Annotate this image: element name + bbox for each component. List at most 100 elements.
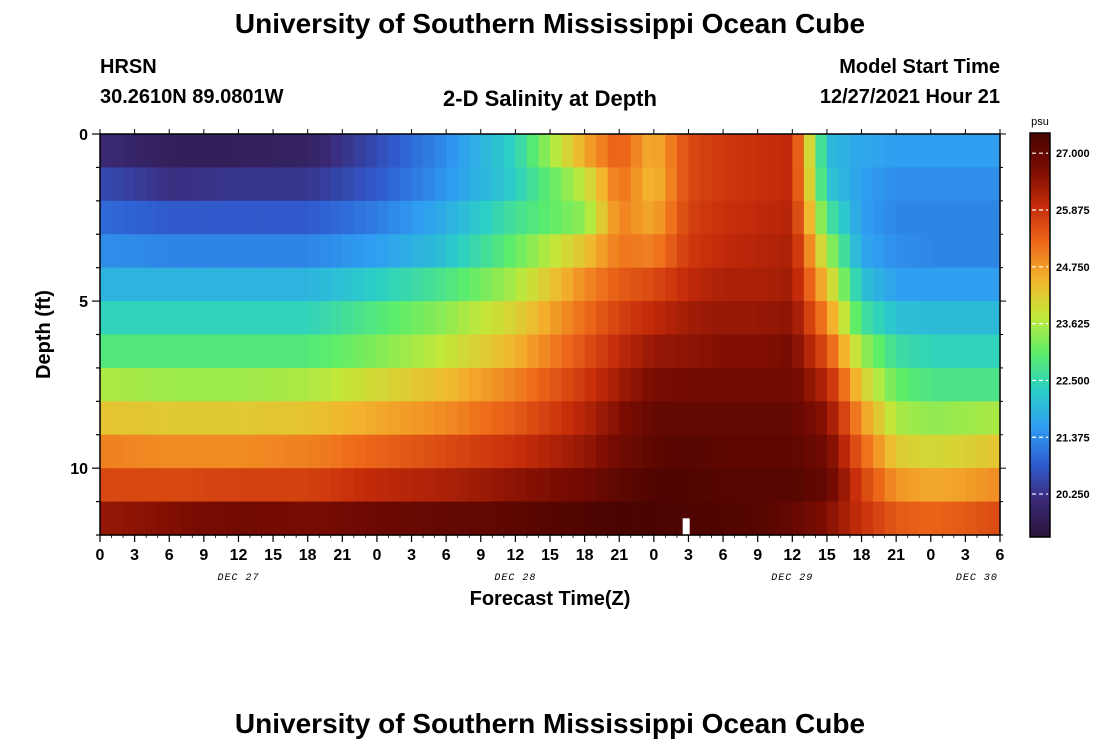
heatmap-cell bbox=[538, 501, 551, 536]
heatmap-cell bbox=[319, 401, 332, 436]
colorbar-tick-label: 25.875 bbox=[1056, 205, 1090, 217]
heatmap-cell bbox=[411, 234, 424, 269]
heatmap-cell bbox=[930, 267, 943, 302]
heatmap-cell bbox=[111, 367, 124, 402]
heatmap-cell bbox=[261, 501, 274, 536]
heatmap-cell bbox=[930, 167, 943, 202]
heatmap-cell bbox=[907, 234, 920, 269]
heatmap-cell bbox=[307, 468, 320, 503]
heatmap-cell bbox=[100, 367, 113, 402]
heatmap-cell bbox=[250, 367, 263, 402]
heatmap-cell bbox=[838, 234, 851, 269]
heatmap-cell bbox=[815, 200, 828, 235]
heatmap-cell bbox=[815, 167, 828, 202]
heatmap-cell bbox=[723, 267, 736, 302]
heatmap-cell bbox=[261, 167, 274, 202]
heatmap-cell bbox=[296, 468, 309, 503]
heatmap-cell bbox=[296, 501, 309, 536]
heatmap-cell bbox=[550, 267, 563, 302]
heatmap-cell bbox=[169, 468, 182, 503]
heatmap-cell bbox=[180, 234, 193, 269]
x-tick-label: 12 bbox=[506, 547, 524, 564]
heatmap-cell bbox=[146, 134, 159, 169]
heatmap-cell bbox=[307, 367, 320, 402]
heatmap-cell bbox=[561, 434, 574, 469]
heatmap-cell bbox=[365, 234, 378, 269]
heatmap-cell bbox=[400, 501, 413, 536]
x-tick-label: 0 bbox=[372, 547, 381, 564]
heatmap-cell bbox=[965, 234, 978, 269]
heatmap-cell bbox=[942, 468, 955, 503]
heatmap-cell bbox=[307, 234, 320, 269]
heatmap-cell bbox=[411, 301, 424, 336]
heatmap-cell bbox=[607, 468, 620, 503]
heatmap-cell bbox=[688, 200, 701, 235]
heatmap-cell bbox=[111, 434, 124, 469]
heatmap-cell bbox=[700, 167, 713, 202]
heatmap-cell bbox=[642, 167, 655, 202]
heatmap-cell bbox=[653, 334, 666, 369]
x-tick-label: 15 bbox=[264, 547, 282, 564]
heatmap-cell bbox=[584, 334, 597, 369]
heatmap-cell bbox=[746, 301, 759, 336]
heatmap-cell bbox=[896, 367, 909, 402]
heatmap-cell bbox=[411, 200, 424, 235]
heatmap-cell bbox=[884, 367, 897, 402]
heatmap-cell bbox=[746, 434, 759, 469]
heatmap-cell bbox=[838, 367, 851, 402]
heatmap-cell bbox=[388, 301, 401, 336]
heatmap-cell bbox=[169, 301, 182, 336]
heatmap-cell bbox=[607, 434, 620, 469]
heatmap-cell bbox=[653, 367, 666, 402]
heatmap-cell bbox=[976, 234, 990, 269]
heatmap-cell bbox=[157, 468, 170, 503]
heatmap-cell bbox=[226, 200, 240, 235]
heatmap-cell bbox=[607, 167, 620, 202]
heatmap-cell bbox=[850, 367, 863, 402]
heatmap-cell bbox=[226, 367, 240, 402]
heatmap-cell bbox=[976, 468, 990, 503]
heatmap-cell bbox=[723, 501, 736, 536]
heatmap-cell bbox=[319, 200, 332, 235]
heatmap-cell bbox=[988, 301, 1001, 336]
heatmap-cell bbox=[503, 167, 516, 202]
heatmap-cell bbox=[480, 301, 493, 336]
heatmap-cell bbox=[792, 267, 805, 302]
model-start-label: Model Start Time bbox=[839, 56, 1000, 78]
heatmap-cell bbox=[988, 334, 1001, 369]
heatmap-cell bbox=[734, 401, 747, 436]
heatmap-cell bbox=[907, 301, 920, 336]
heatmap-cell bbox=[861, 401, 874, 436]
heatmap-cell bbox=[561, 301, 574, 336]
heatmap-cell bbox=[850, 267, 863, 302]
heatmap-cell bbox=[850, 401, 863, 436]
heatmap-cell bbox=[884, 434, 897, 469]
heatmap-cell bbox=[826, 501, 840, 536]
heatmap-cell bbox=[700, 434, 713, 469]
heatmap-cell bbox=[919, 167, 932, 202]
heatmap-cell bbox=[734, 134, 747, 169]
heatmap-cell bbox=[780, 367, 793, 402]
heatmap-cell bbox=[630, 334, 643, 369]
heatmap-cell bbox=[353, 301, 366, 336]
heatmap-cell bbox=[653, 401, 666, 436]
heatmap-cell bbox=[100, 501, 113, 536]
heatmap-cell bbox=[665, 200, 678, 235]
heatmap-cell bbox=[642, 468, 655, 503]
date-label: DEC 27 bbox=[217, 573, 259, 584]
heatmap-cell bbox=[873, 401, 886, 436]
heatmap-cell bbox=[261, 267, 274, 302]
heatmap-cell bbox=[376, 134, 390, 169]
heatmap-cell bbox=[723, 434, 736, 469]
heatmap-cell bbox=[134, 367, 147, 402]
heatmap-cell bbox=[792, 301, 805, 336]
heatmap-cell bbox=[953, 234, 966, 269]
heatmap-cell bbox=[573, 301, 586, 336]
date-label: DEC 28 bbox=[494, 573, 536, 584]
heatmap-cell bbox=[157, 501, 170, 536]
heatmap-cell bbox=[780, 301, 793, 336]
heatmap-cell bbox=[342, 267, 355, 302]
heatmap-cell bbox=[423, 334, 436, 369]
heatmap-cell bbox=[538, 167, 551, 202]
